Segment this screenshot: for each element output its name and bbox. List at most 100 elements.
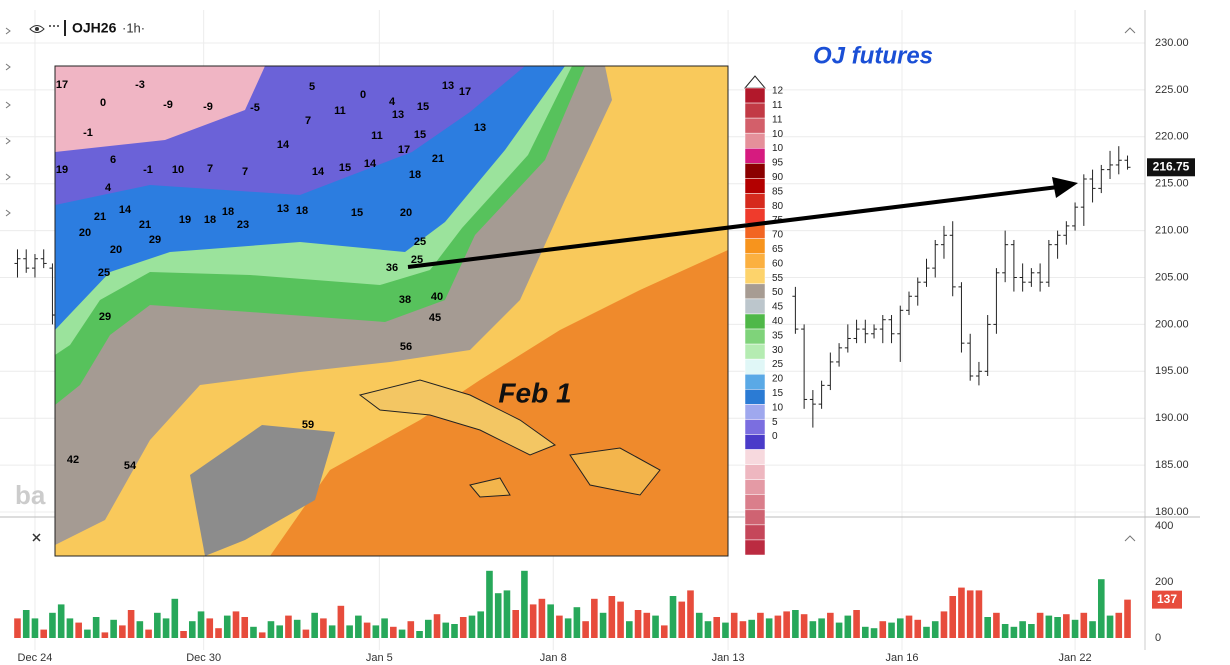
map-temperature: 40 bbox=[431, 291, 443, 303]
last-price-label: 216.75 bbox=[1153, 159, 1190, 173]
volume-bar bbox=[931, 621, 939, 638]
volume-bar bbox=[678, 601, 686, 638]
menu-dot[interactable] bbox=[57, 25, 59, 27]
volume-bar bbox=[1001, 624, 1009, 638]
volume-bar bbox=[346, 625, 353, 638]
map-temperature: 15 bbox=[339, 162, 351, 174]
volume-bar bbox=[765, 618, 773, 638]
map-temperature: 21 bbox=[139, 219, 151, 231]
map-temperature: 18 bbox=[296, 205, 308, 217]
volume-bar bbox=[188, 621, 196, 638]
map-temperature: 36 bbox=[386, 262, 398, 274]
volume-bar bbox=[547, 604, 554, 638]
volume-bar bbox=[442, 622, 450, 638]
volume-bar bbox=[503, 590, 511, 638]
map-temperature: 19 bbox=[56, 164, 68, 176]
colorbar-cell bbox=[744, 102, 766, 119]
volume-bar bbox=[424, 619, 432, 638]
volume-bar bbox=[975, 590, 983, 638]
map-temperature: 14 bbox=[277, 139, 290, 151]
map-temperature: 25 bbox=[414, 236, 426, 248]
colorbar-cell bbox=[744, 434, 766, 450]
map-temperature: 21 bbox=[94, 211, 106, 223]
map-land bbox=[469, 477, 511, 498]
colorbar-label: 60 bbox=[772, 258, 784, 269]
menu-dot[interactable] bbox=[49, 25, 51, 27]
volume-bar bbox=[739, 621, 747, 638]
map-temperature: 18 bbox=[204, 214, 216, 226]
map-temperature: 20 bbox=[400, 207, 412, 219]
y-tick-label: 220.00 bbox=[1155, 131, 1189, 143]
map-zone bbox=[55, 66, 265, 152]
colorbar-cell bbox=[744, 87, 766, 104]
colorbar-label: 15 bbox=[772, 388, 784, 399]
volume-bar bbox=[556, 615, 563, 638]
volume-bar bbox=[101, 632, 109, 638]
map-land bbox=[358, 379, 557, 456]
volume-bar bbox=[1097, 579, 1105, 638]
volume-bar bbox=[459, 617, 467, 638]
volume-bar bbox=[1071, 619, 1079, 638]
volume-bar bbox=[626, 621, 633, 638]
colorbar-cell bbox=[744, 148, 766, 164]
volume-bar bbox=[835, 622, 843, 638]
volume-bar bbox=[827, 612, 834, 638]
volume-bar bbox=[521, 570, 528, 638]
volume-bar bbox=[608, 596, 616, 638]
volume-bar bbox=[1019, 621, 1026, 638]
y-tick-label: 210.00 bbox=[1155, 225, 1189, 237]
colorbar-cell bbox=[744, 509, 766, 526]
colorbar-label: 11 bbox=[772, 100, 783, 111]
volume-bar bbox=[958, 587, 965, 638]
map-temperature: 20 bbox=[110, 244, 122, 256]
colorbar-label: 30 bbox=[772, 345, 784, 356]
colorbar-cell bbox=[744, 208, 766, 224]
colorbar-label: 50 bbox=[772, 287, 784, 298]
map-temperature: 13 bbox=[277, 203, 289, 215]
volume-bar bbox=[468, 615, 476, 638]
symbol[interactable]: OJH26 bbox=[72, 20, 117, 36]
collapse-icon[interactable] bbox=[1124, 535, 1136, 542]
colorbar-cell bbox=[744, 193, 766, 209]
x-tick-label: Jan 13 bbox=[712, 652, 745, 664]
top-bar: OJH26 ·1h· bbox=[29, 20, 1136, 542]
eye-icon[interactable] bbox=[29, 25, 45, 33]
volume-bar bbox=[250, 626, 257, 638]
y-tick-label: 230.00 bbox=[1155, 37, 1189, 49]
volume-bar bbox=[862, 626, 869, 638]
volume-bar bbox=[722, 622, 729, 638]
interval[interactable]: ·1h· bbox=[122, 20, 145, 35]
colorbar-cell bbox=[744, 238, 766, 254]
annotation-title: OJ futures bbox=[813, 42, 933, 69]
volume-bar bbox=[853, 610, 860, 638]
map-temperature: 13 bbox=[392, 109, 404, 121]
map-temperature: 11 bbox=[371, 130, 383, 142]
volume-bar bbox=[844, 615, 852, 638]
volume-bar bbox=[713, 617, 721, 638]
volume-bar bbox=[949, 596, 957, 638]
collapse-icon[interactable] bbox=[1124, 27, 1136, 34]
close-icon[interactable] bbox=[32, 533, 41, 542]
volume-bar bbox=[538, 598, 546, 638]
volume-bar bbox=[1010, 626, 1018, 638]
colorbar-cell bbox=[744, 117, 766, 134]
y-tick-label: 185.00 bbox=[1155, 459, 1189, 471]
left-toolbar bbox=[5, 27, 11, 217]
colorbar-cell bbox=[744, 343, 766, 360]
volume-bar bbox=[564, 618, 572, 638]
volume-bar bbox=[40, 629, 48, 638]
menu-dot[interactable] bbox=[53, 25, 55, 27]
map-temperature: 38 bbox=[399, 294, 411, 306]
expand-arrows[interactable] bbox=[5, 27, 11, 217]
colorbar-label: 20 bbox=[772, 374, 784, 385]
volume-bar bbox=[66, 618, 74, 638]
colorbar-cell bbox=[744, 389, 766, 405]
volume-bar bbox=[774, 615, 782, 638]
volume-bar bbox=[390, 626, 397, 638]
volume-bar bbox=[984, 617, 991, 638]
map-temperature: 15 bbox=[351, 207, 363, 219]
volume-bar bbox=[1054, 617, 1061, 638]
colorbar-cell bbox=[744, 539, 766, 556]
volume-bar bbox=[940, 611, 948, 638]
